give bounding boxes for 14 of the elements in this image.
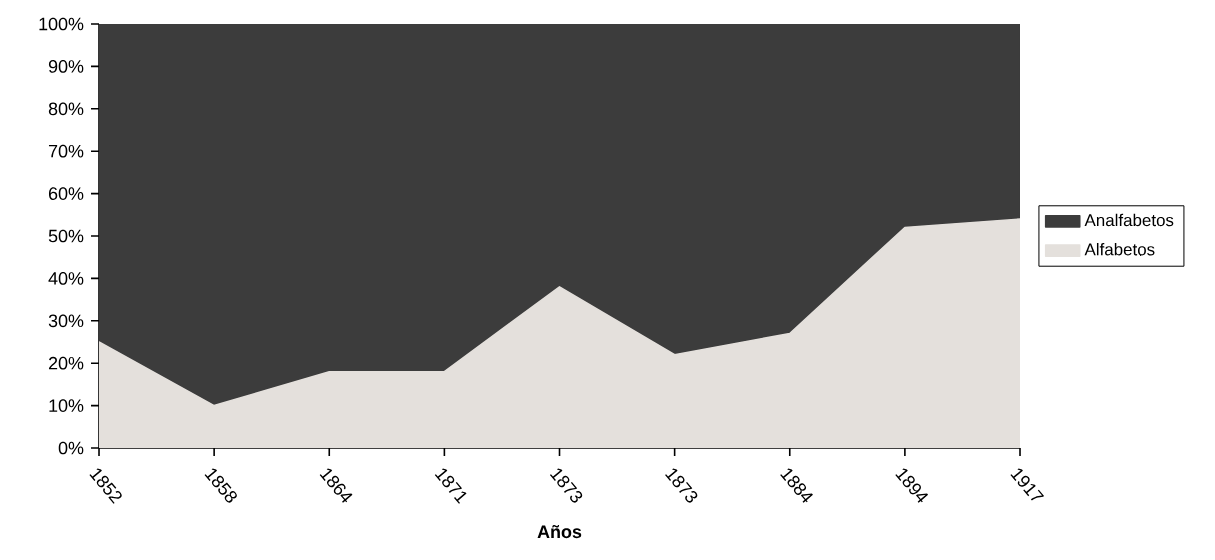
y-tick-label: 40% <box>48 272 84 285</box>
y-tick-label: 100% <box>39 17 84 31</box>
x-axis-title: Años <box>537 525 582 539</box>
y-tick-label: 70% <box>48 144 84 158</box>
y-tick-label: 10% <box>49 399 84 412</box>
legend-label: Alfabetos <box>1084 242 1155 256</box>
y-tick-label: 0% <box>58 441 84 455</box>
y-tick-label: 90% <box>48 60 84 73</box>
y-tick-label: 80% <box>48 102 84 116</box>
legend-label: Analfabetos <box>1084 213 1174 227</box>
y-tick-label: 50% <box>48 229 84 243</box>
y-tick-label: 60% <box>48 187 84 200</box>
y-tick-label: 20% <box>48 356 84 370</box>
y-tick-label: 30% <box>48 314 84 328</box>
